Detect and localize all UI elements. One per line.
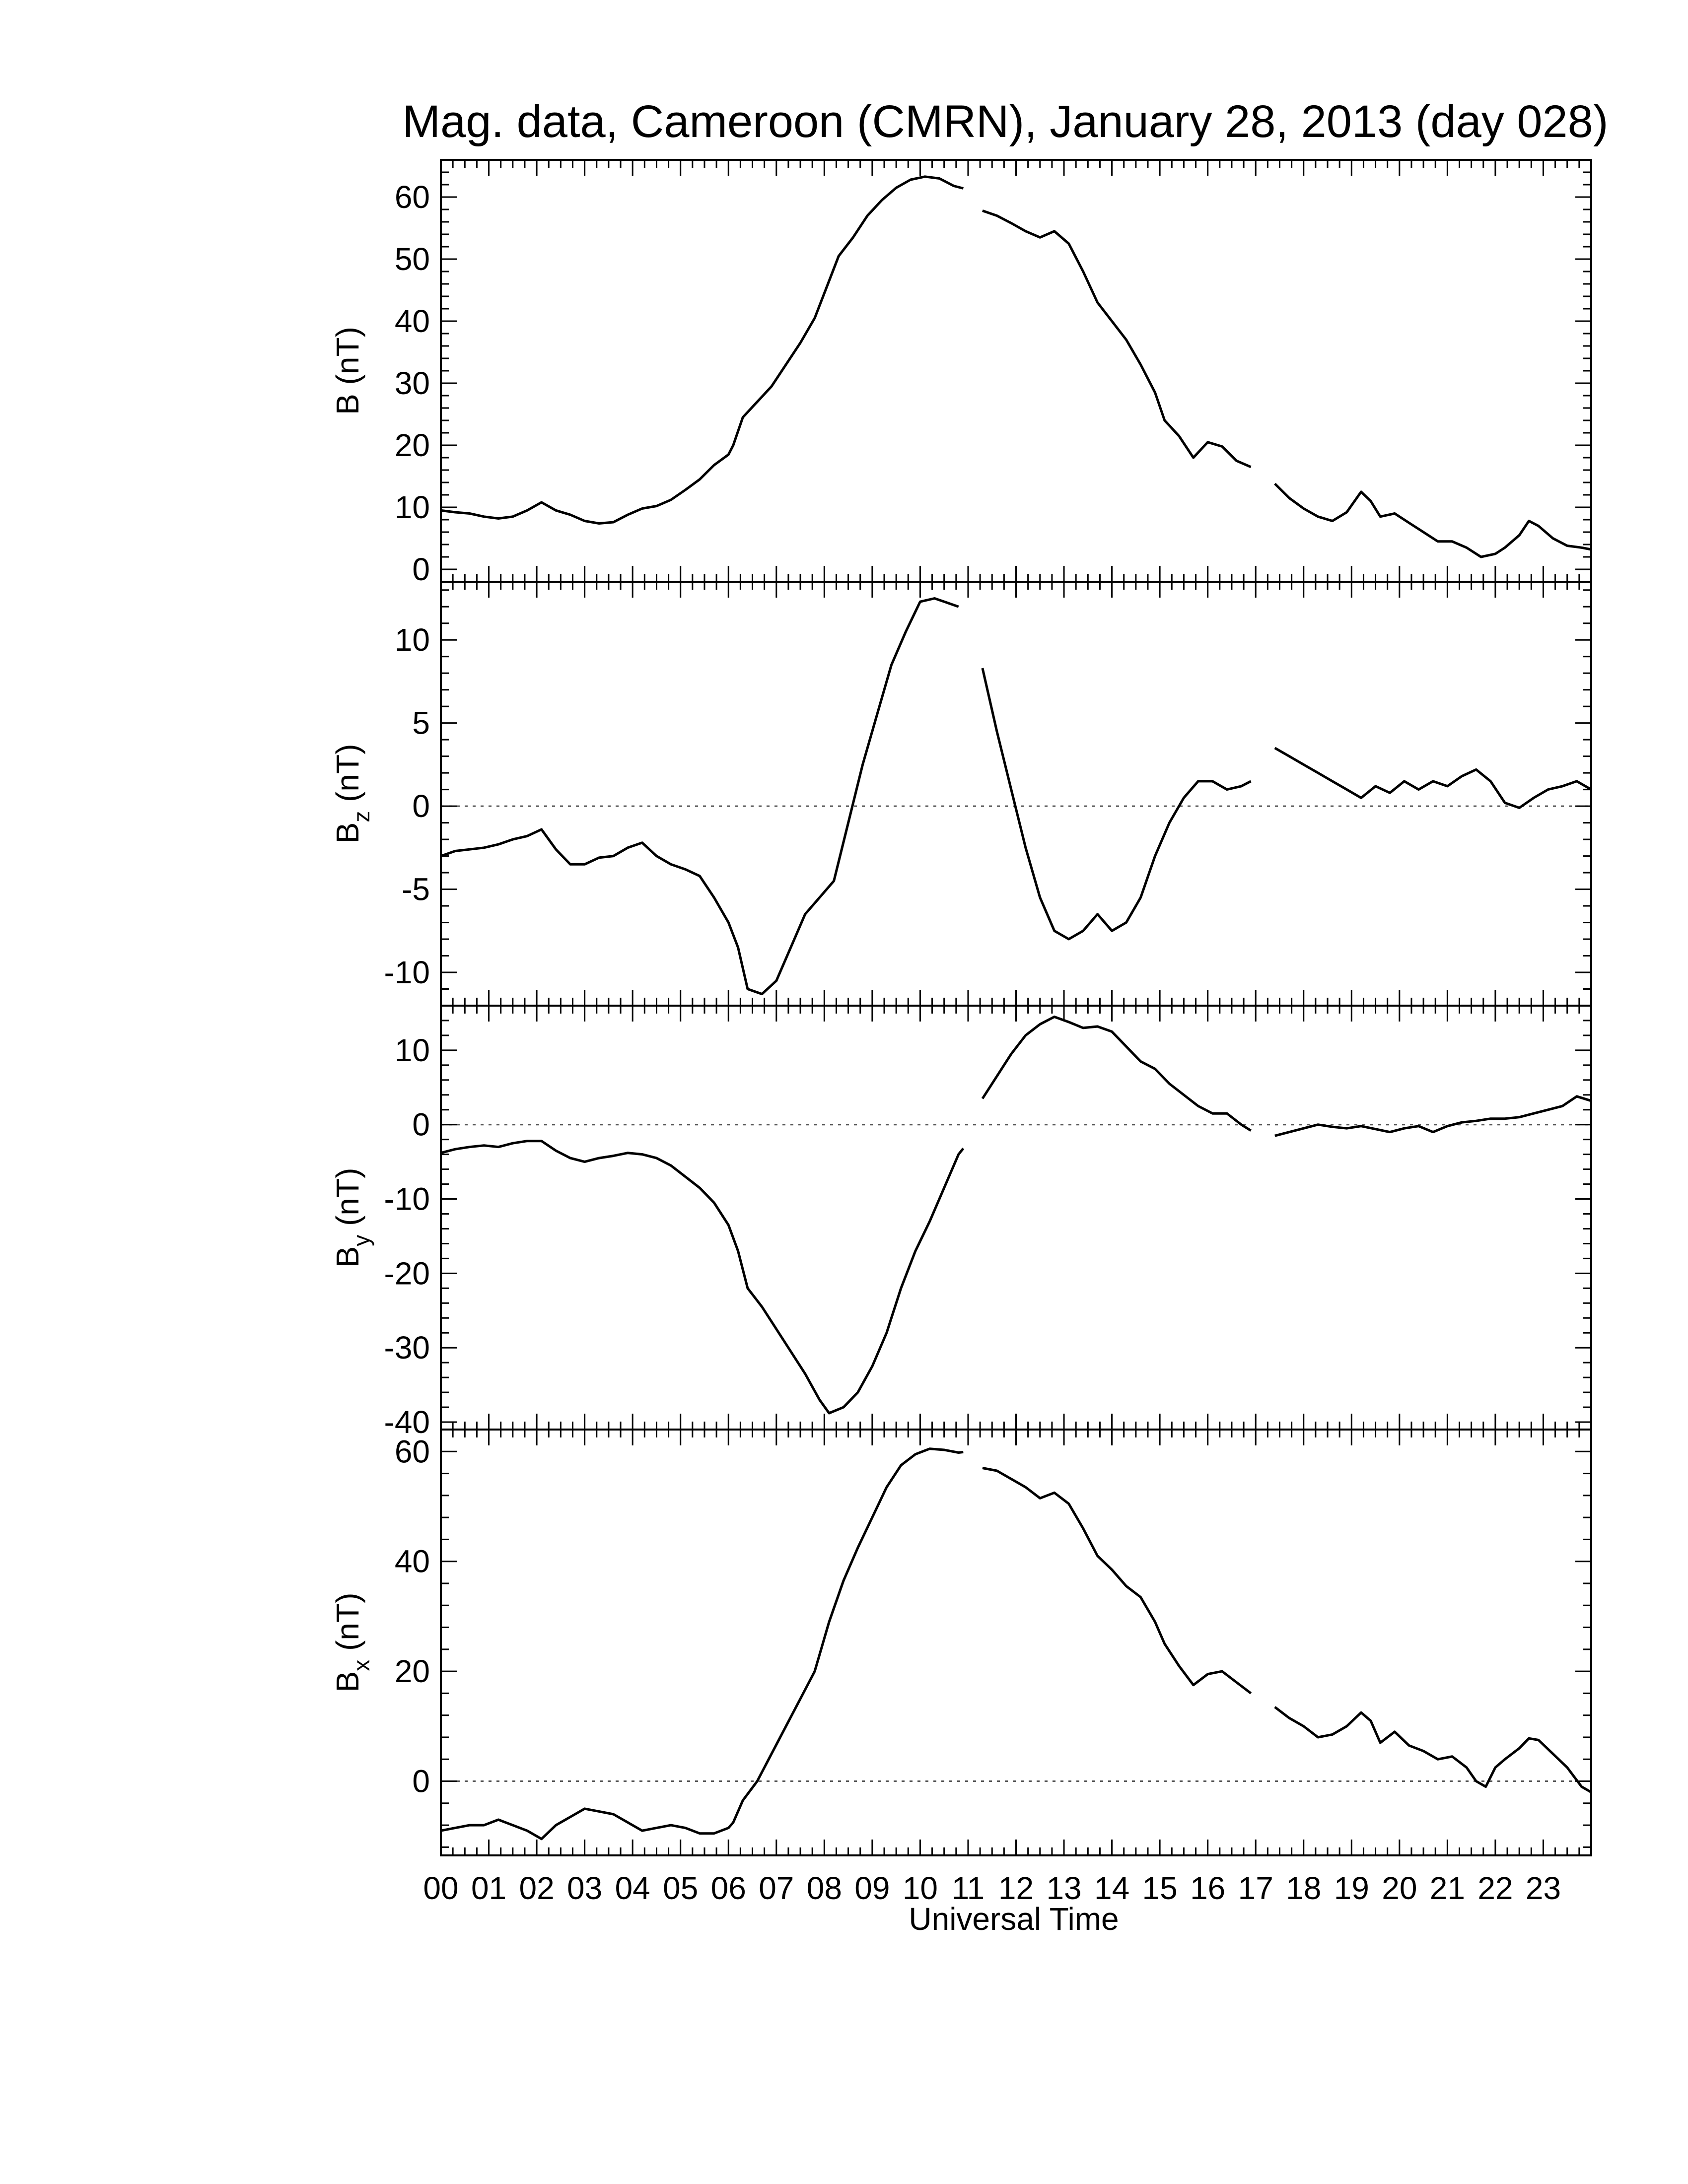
x-tick-label: 10 [903,1870,938,1906]
data-series-segment [440,1140,965,1415]
y-tick-label: 50 [395,241,430,277]
y-tick-label: -30 [384,1330,430,1365]
chart-title: Mag. data, Cameroon (CMRN), January 28, … [403,96,1609,147]
x-tick-label: 01 [471,1870,506,1906]
data-series-segment [981,668,1252,941]
data-series-segment [440,175,964,525]
y-tick-label: 0 [412,551,430,587]
x-tick-label: 13 [1046,1870,1081,1906]
y-axis-label: B (nT) [330,327,365,415]
x-tick-label: 23 [1526,1870,1561,1906]
y-axis-label: By (nT) [330,1168,374,1268]
x-tick-label: 05 [663,1870,698,1906]
data-series-segment [1274,482,1592,558]
x-axis-label: Universal Time [909,1901,1119,1937]
y-tick-label: 60 [395,1433,430,1469]
x-tick-label: 20 [1382,1870,1417,1906]
y-tick-label: -5 [402,872,430,907]
y-tick-label: 20 [395,1653,430,1689]
data-series-segment [440,1447,964,1841]
y-axis-label: Bx (nT) [330,1593,374,1693]
y-tick-label: 40 [395,1544,430,1579]
x-tick-label: 16 [1190,1870,1225,1906]
panel-2: -10 -5 0 5 10 Bz (nT) [330,581,1592,1007]
data-series-segment [440,597,959,996]
y-tick-label: -10 [384,955,430,990]
x-tick-label: 11 [952,1870,985,1906]
y-tick-label: 30 [395,365,430,401]
y-tick-label: 60 [395,179,430,215]
y-axis-label: Bz (nT) [330,744,374,844]
x-tick-label: 06 [711,1870,746,1906]
x-tick-label: 21 [1430,1870,1465,1906]
x-axis: 00 01 02 03 04 05 06 07 08 09 10 11 12 13 14 15 16 17 18 19… [423,1870,1561,1906]
data-series-segment [1274,1706,1592,1793]
data-series-segment [982,209,1252,469]
y-tick-label: 20 [395,427,430,463]
y-tick-label: 10 [395,1032,430,1068]
panel-4: 0 20 40 60 Bx (nT) [330,1429,1592,1856]
y-tick-label: 40 [395,303,430,339]
data-series-segment [1274,747,1592,809]
x-tick-label: 12 [998,1870,1034,1906]
x-tick-label: 19 [1334,1870,1369,1906]
panel-3: -40 -30 -20 -10 0 10 By (nT) [330,1005,1592,1440]
y-tick-label: -40 [384,1404,430,1440]
x-tick-label: 00 [423,1870,458,1906]
data-series-segment [981,1016,1252,1132]
y-tick-label: 10 [395,489,430,525]
x-tick-label: 04 [615,1870,650,1906]
panel-1: 0 10 20 30 40 50 60 B (nT) [330,159,1592,587]
y-tick-label: -20 [384,1255,430,1291]
y-tick-label: 0 [412,788,430,824]
panels-group: 0 10 20 30 40 50 60 B (nT) -10 -5 0 5 10 Bz (nT) -40 -3… [330,159,1592,1856]
x-tick-label: 02 [519,1870,554,1906]
x-tick-label: 08 [807,1870,842,1906]
data-series-segment [1274,1095,1592,1137]
x-tick-label: 18 [1286,1870,1321,1906]
y-tick-label: 0 [412,1107,430,1143]
data-series-segment [982,1467,1252,1695]
x-tick-label: 22 [1477,1870,1513,1906]
y-tick-label: 0 [412,1764,430,1799]
y-tick-label: 10 [395,622,430,658]
x-tick-label: 07 [759,1870,794,1906]
x-tick-label: 15 [1142,1870,1178,1906]
y-tick-label: -10 [384,1181,430,1217]
x-tick-label: 09 [854,1870,890,1906]
y-tick-label: 5 [412,705,430,741]
x-tick-label: 17 [1238,1870,1273,1906]
x-tick-label: 03 [567,1870,602,1906]
x-tick-label: 14 [1094,1870,1129,1906]
